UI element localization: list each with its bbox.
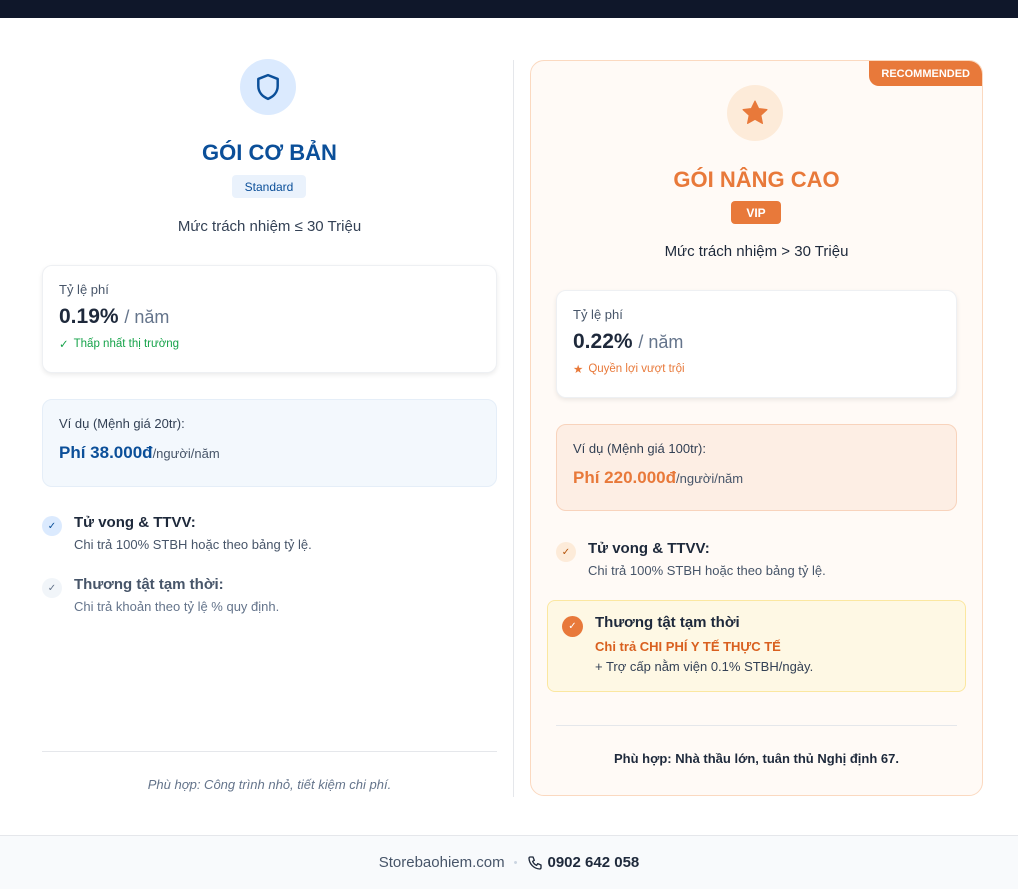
highlight-title: Thương tật tạm thời: [595, 614, 740, 631]
example-fee: Phí 38.000đ: [59, 443, 153, 462]
example-unit: /người/năm: [676, 471, 744, 486]
footer-site-link[interactable]: Storebaohiem.com: [378, 854, 505, 871]
phone-number: 0902 642 058: [547, 854, 640, 871]
feature-item: ✓ Tử vong & TTVV: Chi trả 100% STBH hoặc …: [556, 540, 826, 578]
advanced-rate-card: Tỷ lệ phí 0.22% / năm ★ Quyền lợi vượt tr…: [556, 290, 957, 398]
top-bar: [0, 0, 1018, 18]
example-unit: /người/năm: [152, 446, 220, 461]
example-label: Ví dụ (Mệnh giá 20tr):: [59, 416, 185, 431]
feature-item: ✓ Thương tật tạm thời: Chi trả khoản theo…: [42, 576, 279, 614]
rate-note: Thấp nhất thị trường: [73, 338, 180, 350]
divider: [556, 725, 957, 726]
basic-suitable: Phù hợp: Công trình nhỏ, tiết kiệm chi p…: [147, 777, 392, 792]
feature-title: Thương tật tạm thời:: [74, 576, 224, 593]
basic-badge: Standard: [232, 175, 306, 198]
feature-title: Tử vong & TTVV:: [588, 540, 710, 557]
star-icon: [727, 85, 783, 141]
rate-value: 0.22%: [573, 330, 633, 353]
recommended-ribbon: RECOMMENDED: [869, 61, 982, 86]
footer: Storebaohiem.com • 0902 642 058: [0, 835, 1018, 889]
footer-separator: •: [513, 856, 518, 869]
feature-desc: Chi trả 100% STBH hoặc theo bảng tỷ lệ.: [588, 563, 826, 578]
advanced-badge: VIP: [731, 201, 781, 224]
feature-desc: Chi trả 100% STBH hoặc theo bảng tỷ lệ.: [74, 537, 312, 552]
rate-note: Quyền lợi vượt trội: [588, 363, 685, 375]
advanced-suitable: Phù hợp: Nhà thầu lớn, tuân thủ Nghị địn…: [614, 751, 899, 766]
highlight-feature: ✓ Thương tật tạm thời Chi trả CHI PHÍ Y …: [547, 600, 966, 692]
rate-value: 0.19%: [59, 305, 119, 328]
check-circle-icon: ✓: [562, 616, 583, 637]
basic-title: GÓI CƠ BẢN: [202, 140, 337, 165]
advanced-responsibility: Mức trách nhiệm > 30 Triệu: [664, 243, 849, 260]
rate-unit: / năm: [638, 332, 684, 352]
rate-label: Tỷ lệ phí: [59, 282, 109, 297]
check-icon: ✓: [42, 516, 62, 536]
feature-desc: Chi trả khoản theo tỷ lệ % quy định.: [74, 599, 280, 614]
phone-icon: [527, 855, 542, 870]
highlight-line1: Chi trả CHI PHÍ Y TẾ THỰC TẾ: [595, 639, 781, 654]
example-fee: Phí 220.000đ: [573, 468, 677, 487]
basic-rate-card: Tỷ lệ phí 0.19% / năm ✓ Thấp nhất thị trư…: [42, 265, 497, 373]
check-icon: ✓: [42, 578, 62, 598]
shield-icon: [240, 59, 296, 115]
highlight-line2: + Trợ cấp nằm viện 0.1% STBH/ngày.: [595, 659, 814, 674]
example-label: Ví dụ (Mệnh giá 100tr):: [573, 441, 706, 456]
footer-phone-link[interactable]: 0902 642 058: [527, 854, 640, 871]
advanced-title: GÓI NÂNG CAO: [673, 167, 840, 192]
basic-responsibility: Mức trách nhiệm ≤ 30 Triệu: [177, 218, 362, 235]
feature-title: Tử vong & TTVV:: [74, 514, 196, 531]
divider: [42, 751, 497, 752]
basic-example: Ví dụ (Mệnh giá 20tr): Phí 38.000đ/người…: [42, 399, 497, 487]
rate-label: Tỷ lệ phí: [573, 307, 623, 322]
column-divider: [513, 60, 514, 797]
advanced-example: Ví dụ (Mệnh giá 100tr): Phí 220.000đ/ngư…: [556, 424, 957, 511]
feature-item: ✓ Tử vong & TTVV: Chi trả 100% STBH hoặc …: [42, 514, 312, 552]
rate-unit: / năm: [124, 307, 170, 327]
check-icon: ✓: [556, 542, 576, 562]
check-icon: ✓: [59, 339, 69, 351]
star-icon: ★: [573, 364, 584, 376]
